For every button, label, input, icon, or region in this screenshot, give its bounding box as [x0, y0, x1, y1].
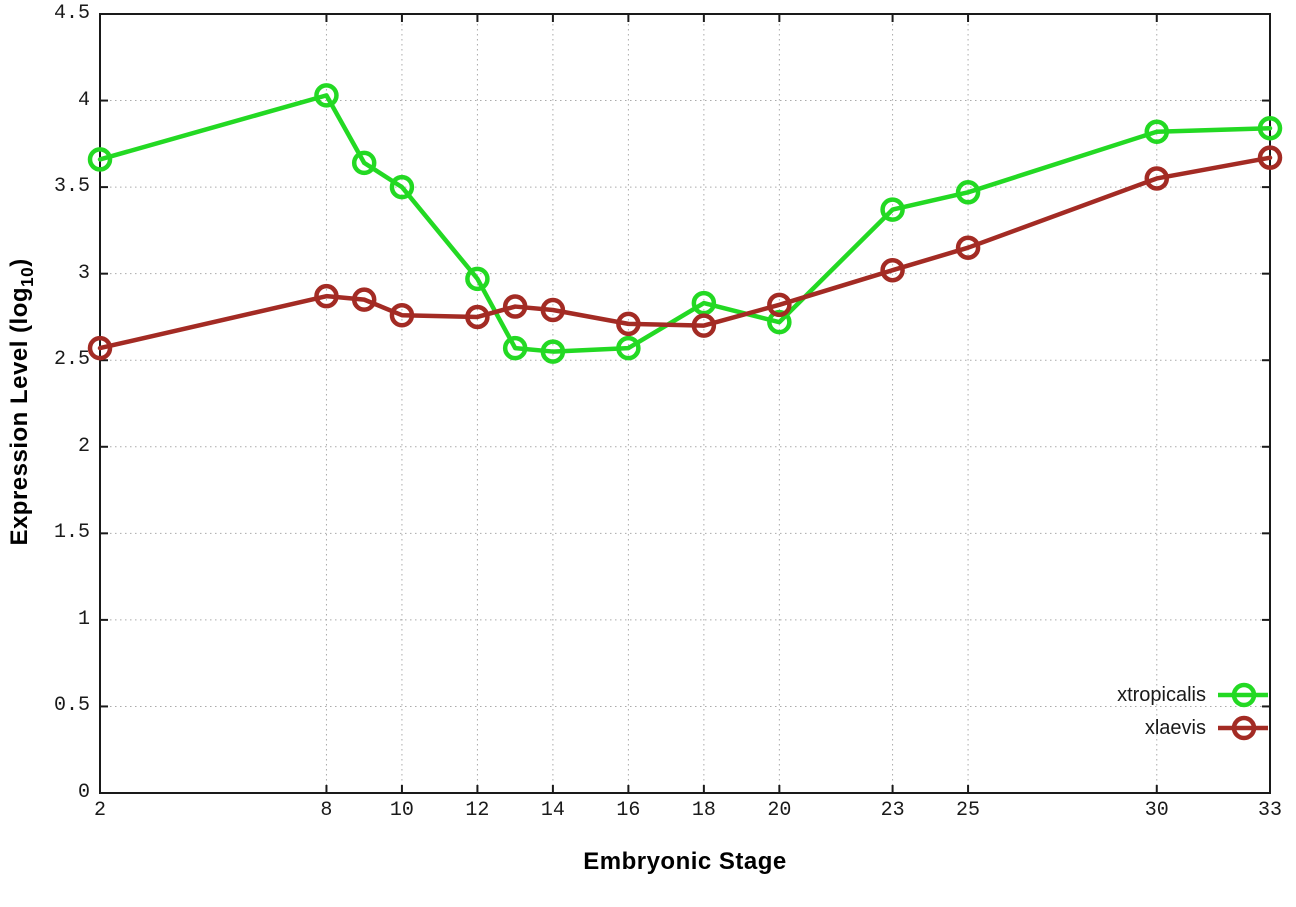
legend-item-xlaevis: xlaevis: [1117, 715, 1268, 741]
x-tick-label: 30: [1144, 799, 1169, 822]
x-tick-label: 14: [540, 799, 565, 822]
y-axis-title-subscript: 10: [16, 266, 37, 287]
x-tick-label: 25: [956, 799, 981, 822]
data-point-xtropicalis: [465, 266, 490, 292]
data-point-xlaevis: [767, 292, 792, 318]
y-tick-label: 3.5: [53, 175, 90, 199]
x-tick-label: 18: [691, 799, 716, 822]
data-point-xlaevis: [351, 287, 377, 312]
legend-marker-xtropicalis-icon: [1218, 682, 1268, 708]
data-point-xtropicalis: [767, 309, 792, 335]
x-tick-label: 33: [1257, 799, 1283, 822]
data-point-xtropicalis: [502, 335, 528, 361]
legend: xtropicalis xlaevis: [1117, 682, 1268, 741]
data-point-xlaevis: [880, 257, 905, 283]
plot-border: [99, 13, 1271, 794]
series-line-xlaevis: [97, 155, 1273, 351]
data-point-xlaevis: [465, 304, 490, 330]
data-point-xlaevis: [955, 235, 981, 260]
legend-label-xtropicalis: xtropicalis: [1117, 683, 1206, 706]
x-tick-label: 10: [389, 799, 414, 822]
data-point-xtropicalis: [880, 197, 905, 222]
data-point-xtropicalis: [87, 147, 113, 172]
series-line-xtropicalis: [97, 93, 1273, 354]
data-point-xtropicalis: [1257, 116, 1283, 141]
y-axis-title: Expression Level (log10): [6, 152, 38, 652]
y-axis-title-text: Expression Level (log: [6, 286, 34, 546]
data-point-xtropicalis: [389, 174, 415, 200]
y-tick-label: 1: [77, 607, 90, 631]
y-tick-label: 1.5: [53, 521, 90, 545]
data-point-xtropicalis: [691, 290, 717, 316]
x-tick-label: 8: [320, 799, 333, 822]
data-point-xlaevis: [540, 297, 566, 323]
data-point-xlaevis: [616, 311, 641, 337]
data-point-xlaevis: [502, 294, 528, 319]
y-tick-label: 2.5: [53, 348, 90, 372]
y-tick-label: 0: [77, 781, 90, 805]
y-axis-title-close: ): [6, 258, 34, 267]
y-tick-label: 3: [77, 261, 90, 285]
y-tick-label: 4: [77, 88, 90, 112]
data-point-xlaevis: [314, 283, 339, 309]
x-tick-label: 16: [616, 799, 641, 822]
legend-item-xtropicalis: xtropicalis: [1117, 682, 1268, 708]
data-point-xtropicalis: [540, 339, 566, 364]
data-point-xtropicalis: [616, 335, 641, 361]
y-tick-label: 4.5: [53, 2, 90, 26]
data-point-xlaevis: [87, 335, 113, 361]
data-point-xlaevis: [389, 302, 415, 328]
data-point-xtropicalis: [1144, 119, 1170, 144]
x-tick-label: 2: [93, 799, 107, 822]
y-tick-label: 2: [77, 434, 90, 458]
legend-label-xlaevis: xlaevis: [1144, 716, 1206, 739]
x-axis-title: Embryonic Stage: [583, 848, 787, 875]
data-point-xlaevis: [691, 313, 717, 338]
x-tick-label: 23: [880, 799, 905, 822]
data-point-xlaevis: [1257, 145, 1283, 170]
data-point-xtropicalis: [351, 150, 377, 176]
x-tick-label: 12: [465, 799, 490, 822]
data-point-xtropicalis: [314, 83, 339, 108]
x-tick-label: 20: [767, 799, 792, 822]
data-point-xtropicalis: [955, 180, 981, 205]
y-tick-label: 0.5: [53, 694, 90, 718]
data-point-xlaevis: [1144, 166, 1170, 191]
legend-marker-xlaevis-icon: [1218, 715, 1268, 741]
